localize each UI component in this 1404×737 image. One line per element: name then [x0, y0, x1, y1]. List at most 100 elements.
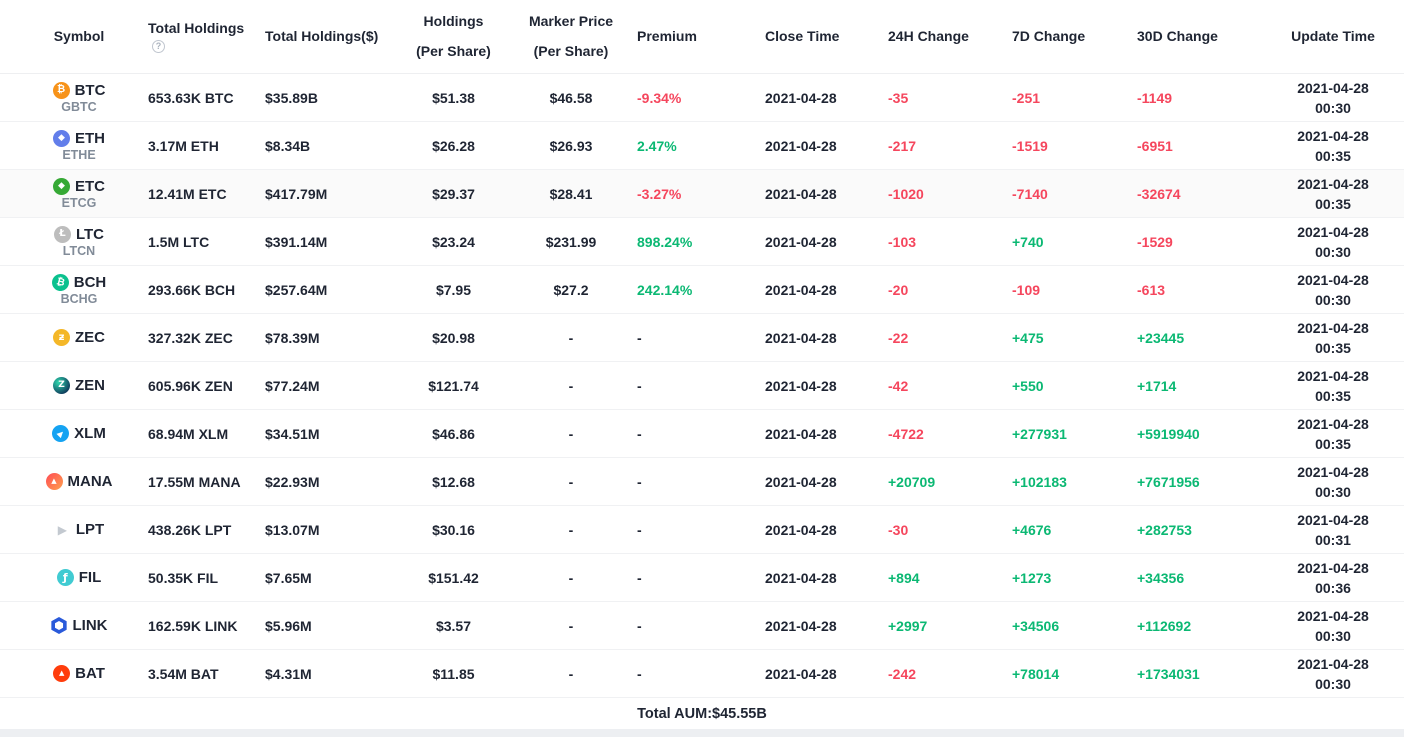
premium-cell: 2.47% — [637, 137, 677, 154]
xlm-coin-icon: ▶ — [48, 421, 73, 446]
mana-coin-icon: ▲ — [45, 473, 63, 490]
close-time-cell: 2021-04-28 — [765, 473, 837, 490]
total-holdings-usd-cell: $77.24M — [265, 377, 320, 394]
change-7d-cell: +4676 — [1012, 521, 1052, 538]
total-holdings-cell: 1.5M LTC — [148, 233, 210, 250]
holdings-per-share-cell: $51.38 — [432, 89, 475, 106]
change-7d-cell: -1519 — [1012, 137, 1048, 154]
change-7d-cell: +78014 — [1012, 665, 1060, 682]
table-row-zen[interactable]: Z ZEN 605.96K ZEN $77.24M $121.74 - - 20… — [0, 362, 1404, 410]
marker-price-cell: - — [568, 665, 574, 682]
table-row-zec[interactable]: ƶ ZEC 327.32K ZEC $78.39M $20.98 - - 202… — [0, 314, 1404, 362]
total-holdings-usd-cell: $78.39M — [265, 329, 320, 346]
holdings-per-share-cell: $23.24 — [432, 233, 475, 250]
symbol-label: ZEC — [75, 329, 105, 346]
change-7d-cell: +277931 — [1012, 425, 1067, 442]
close-time-cell: 2021-04-28 — [765, 185, 837, 202]
update-time-cell: 2021-04-28 00:30 — [1262, 606, 1404, 646]
table-row-eth[interactable]: ◆ ETH ETHE 3.17M ETH $8.34B $26.28 $26.9… — [0, 122, 1404, 170]
marker-price-label: Marker Price — [528, 13, 614, 29]
trust-ticker-label: ETCG — [61, 195, 97, 210]
change-30d-cell: +112692 — [1137, 617, 1192, 634]
total-holdings-cell: 327.32K ZEC — [148, 329, 233, 346]
table-row-lpt[interactable]: ▶ LPT 438.26K LPT $13.07M $30.16 - - 202… — [0, 506, 1404, 554]
close-time-cell: 2021-04-28 — [765, 137, 837, 154]
update-date: 2021-04-28 — [1297, 127, 1369, 144]
change-24h-cell: -103 — [888, 233, 917, 250]
change-7d-cell: +102183 — [1012, 473, 1067, 490]
marker-price-cell: - — [568, 329, 574, 346]
symbol-label: ETH — [75, 129, 105, 147]
holdings-label: Holdings — [423, 13, 484, 29]
update-date: 2021-04-28 — [1297, 223, 1369, 240]
table-row-mana[interactable]: ▲ MANA 17.55M MANA $22.93M $12.68 - - 20… — [0, 458, 1404, 506]
table-row-bat[interactable]: ▲ BAT 3.54M BAT $4.31M $11.85 - - 2021-0… — [0, 650, 1404, 698]
update-time-cell: 2021-04-28 00:35 — [1262, 174, 1404, 214]
change-30d-cell: -6951 — [1137, 137, 1173, 154]
marker-price-cell: $46.58 — [549, 89, 593, 106]
update-time-cell: 2021-04-28 00:35 — [1262, 126, 1404, 166]
change-24h-cell: -35 — [888, 89, 909, 106]
column-header-total-holdings: Total Holdings? — [140, 20, 257, 54]
update-date: 2021-04-28 — [1297, 463, 1369, 480]
total-holdings-usd-cell: $8.34B — [265, 137, 311, 154]
table-header-row: Symbol Total Holdings? Total Holdings($)… — [0, 0, 1404, 74]
trust-ticker-label: LTCN — [62, 243, 96, 258]
marker-price-cell: - — [568, 425, 574, 442]
table-row-xlm[interactable]: ▶ XLM 68.94M XLM $34.51M $46.86 - - 2021… — [0, 410, 1404, 458]
update-time-cell: 2021-04-28 00:35 — [1262, 366, 1404, 406]
close-time-cell: 2021-04-28 — [765, 89, 837, 106]
premium-cell: - — [637, 329, 642, 346]
update-date: 2021-04-28 — [1297, 655, 1369, 672]
total-aum-label: Total AUM:$45.55B — [637, 705, 767, 722]
marker-price-cell: $26.93 — [549, 137, 593, 154]
table-body: ₿ BTC GBTC 653.63K BTC $35.89B $51.38 $4… — [0, 74, 1404, 698]
table-row-btc[interactable]: ₿ BTC GBTC 653.63K BTC $35.89B $51.38 $4… — [0, 74, 1404, 122]
change-30d-cell: +5919940 — [1137, 425, 1200, 442]
question-mark-icon[interactable]: ? — [152, 39, 165, 53]
change-24h-cell: +2997 — [888, 617, 928, 634]
marker-price-cell: - — [568, 521, 574, 538]
change-24h-cell: -22 — [888, 329, 909, 346]
table-row-fil[interactable]: ƒ FIL 50.35K FIL $7.65M $151.42 - - 2021… — [0, 554, 1404, 602]
fil-coin-icon: ƒ — [56, 569, 74, 586]
update-time-cell: 2021-04-28 00:30 — [1262, 270, 1404, 310]
table-row-bch[interactable]: ₿ BCH BCHG 293.66K BCH $257.64M $7.95 $2… — [0, 266, 1404, 314]
update-clock: 00:30 — [1315, 291, 1351, 308]
table-row-etc[interactable]: ◆ ETC ETCG 12.41M ETC $417.79M $29.37 $2… — [0, 170, 1404, 218]
premium-cell: 898.24% — [637, 233, 693, 250]
total-holdings-cell: 653.63K BTC — [148, 89, 234, 106]
symbol-cell: ▲ MANA — [18, 473, 140, 490]
change-30d-cell: +34356 — [1137, 569, 1185, 586]
total-holdings-usd-cell: $35.89B — [265, 89, 318, 106]
lpt-coin-icon: ▶ — [57, 522, 67, 537]
symbol-label: XLM — [74, 425, 106, 442]
table-row-ltc[interactable]: Ł LTC LTCN 1.5M LTC $391.14M $23.24 $231… — [0, 218, 1404, 266]
total-holdings-usd-cell: $22.93M — [265, 473, 320, 490]
change-7d-cell: +34506 — [1012, 617, 1060, 634]
holdings-per-share-cell: $29.37 — [432, 185, 475, 202]
change-24h-cell: +894 — [888, 569, 920, 586]
holdings-per-share-cell: $26.28 — [432, 137, 475, 154]
symbol-cell: Z ZEN — [18, 377, 140, 394]
trust-ticker-label: ETHE — [62, 147, 96, 162]
update-clock: 00:30 — [1315, 243, 1351, 260]
ltc-coin-icon: Ł — [53, 225, 71, 243]
total-holdings-usd-cell: $4.31M — [265, 665, 312, 682]
symbol-label: BTC — [74, 81, 106, 99]
total-holdings-cell: 3.17M ETH — [148, 137, 219, 154]
update-time-cell: 2021-04-28 00:30 — [1262, 654, 1404, 694]
symbol-label: BAT — [75, 665, 105, 682]
update-time-cell: 2021-04-28 00:35 — [1262, 414, 1404, 454]
change-24h-cell: -4722 — [888, 425, 924, 442]
change-24h-cell: -30 — [888, 521, 909, 538]
holdings-per-share-cell: $121.74 — [428, 377, 479, 394]
close-time-cell: 2021-04-28 — [765, 281, 837, 298]
column-header-24h-change: 24H Change — [888, 28, 969, 44]
update-clock: 00:36 — [1315, 579, 1351, 596]
symbol-cell: ▶ LPT — [18, 521, 140, 538]
column-header-close-time: Close Time — [765, 28, 840, 44]
table-row-link[interactable]: LINK 162.59K LINK $5.96M $3.57 - - 2021-… — [0, 602, 1404, 650]
marker-price-cell: $231.99 — [545, 233, 597, 250]
